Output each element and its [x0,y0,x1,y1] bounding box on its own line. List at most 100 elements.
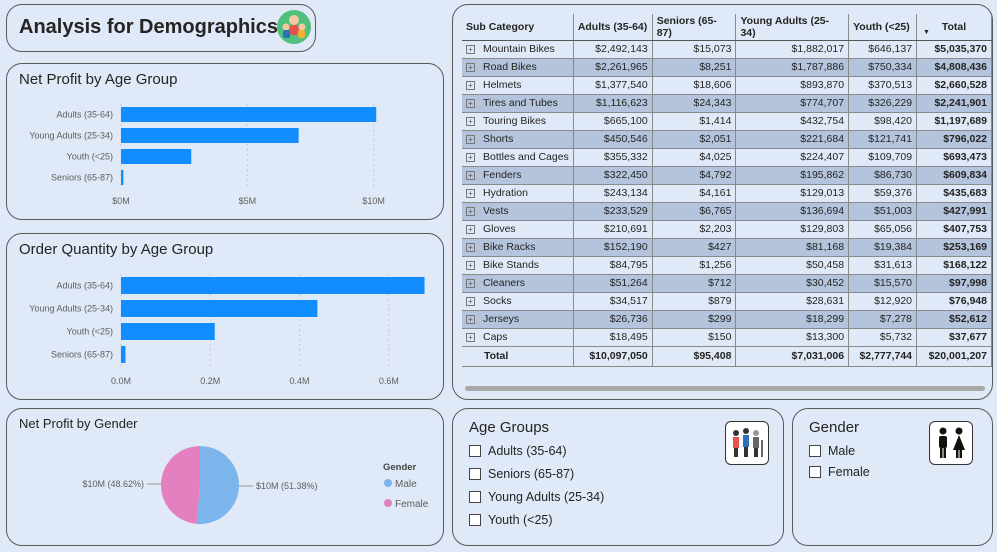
team-logo-icon [277,10,311,44]
expand-icon[interactable]: + [466,206,475,216]
bar[interactable] [121,128,299,143]
age-option-youth[interactable]: Youth (<25) [469,513,553,527]
sort-desc-icon[interactable]: ▼ [923,29,930,36]
value-cell: $879 [652,292,737,311]
value-cell: $4,792 [652,166,737,185]
expand-icon[interactable]: + [466,44,475,54]
bar[interactable] [121,149,192,164]
expand-icon[interactable]: + [466,116,475,126]
table-row[interactable]: + Gloves $210,691 $2,203 $129,803 $65,056 $407… [462,220,992,239]
gender-option-female[interactable]: Female [809,465,870,479]
expand-icon[interactable]: + [466,170,475,180]
table-row[interactable]: + Mountain Bikes $2,492,143 $15,073 $1,882,0… [462,40,992,59]
expand-icon[interactable]: + [466,98,475,108]
category-label: Fenders [483,169,522,181]
age-option-seniors[interactable]: Seniors (65-87) [469,467,574,481]
table-row[interactable]: + Socks $34,517 $879 $28,631 $12,920 $76,948 [462,292,992,311]
profit-by-age-card[interactable]: Net Profit by Age Group $0M $5M $10M Adults… [6,63,444,220]
age-option-adults[interactable]: Adults (35-64) [469,444,567,458]
checkbox[interactable] [809,466,821,478]
table-total-row: Total $10,097,050 $95,408 $7,031,006 $2,777,… [462,345,992,367]
category-label: Adults (35-64) [56,281,113,291]
row-category-cell: + Fenders [462,166,574,185]
bar[interactable] [121,107,377,122]
value-cell: $893,870 [735,76,850,95]
expand-icon[interactable]: + [466,332,475,342]
checkbox[interactable] [469,468,481,480]
pie-slice-male[interactable] [196,446,239,524]
gender-pie-chart[interactable]: $10M (51.38%) $10M (48.62%) Gender Male Fema… [7,409,445,547]
value-cell: $59,376 [848,184,918,203]
value-cell: $98,420 [848,112,918,131]
profit-by-gender-card[interactable]: Net Profit by Gender $10M (51.38%) $10M (… [6,408,444,546]
age-option-young-adults[interactable]: Young Adults (25-34) [469,490,604,504]
male-female-icon [929,421,973,465]
header-total[interactable]: Total ▼ [916,14,992,41]
header-adults[interactable]: Adults (35-64) [573,14,653,41]
value-cell: $796,022 [916,130,992,149]
bar[interactable] [121,346,126,363]
checkbox[interactable] [809,445,821,457]
value-cell: $51,264 [573,274,653,293]
table-row[interactable]: + Vests $233,529 $6,765 $136,694 $51,003 $427,… [462,202,992,221]
table-row[interactable]: + Hydration $243,134 $4,161 $129,013 $59,376 $… [462,184,992,203]
bar[interactable] [121,277,425,294]
table-row[interactable]: + Helmets $1,377,540 $18,606 $893,870 $370,51… [462,76,992,95]
header-seniors[interactable]: Seniors (65-87) [652,14,737,41]
bar[interactable] [121,170,124,185]
value-cell: $2,241,901 [916,94,992,113]
checkbox[interactable] [469,445,481,457]
expand-icon[interactable]: + [466,152,475,162]
expand-icon[interactable]: + [466,242,475,252]
option-label: Adults (35-64) [488,444,567,458]
expand-icon[interactable]: + [466,80,475,90]
value-cell: $693,473 [916,148,992,167]
bar[interactable] [121,323,215,340]
table-row[interactable]: + Fenders $322,450 $4,792 $195,862 $86,730 $60… [462,166,992,185]
profit-chart-title: Net Profit by Age Group [19,71,178,88]
x-tick-label: $0M [112,196,130,206]
orders-bar-chart[interactable]: 0.0M 0.2M 0.4M 0.6M Adults (35-64) Young Adul… [7,234,445,401]
bar[interactable] [121,300,318,317]
table-row[interactable]: + Bike Racks $152,190 $427 $81,168 $19,384 $25… [462,238,992,257]
value-cell: $253,169 [916,238,992,257]
value-cell: $1,414 [652,112,737,131]
expand-icon[interactable]: + [466,260,475,270]
expand-icon[interactable]: + [466,314,475,324]
pie-slice-female[interactable] [160,446,200,524]
expand-icon[interactable]: + [466,188,475,198]
horizontal-scrollbar[interactable] [465,386,985,391]
value-cell: $50,458 [735,256,850,275]
value-cell: $1,882,017 [735,40,850,59]
profit-matrix[interactable]: Sub Category Adults (35-64) Seniors (65-… [462,14,992,367]
orders-by-age-card[interactable]: Order Quantity by Age Group 0.0M 0.2M 0.4M… [6,233,444,400]
table-row[interactable]: + Tires and Tubes $1,116,623 $24,343 $774,70… [462,94,992,113]
expand-icon[interactable]: + [466,296,475,306]
checkbox[interactable] [469,514,481,526]
value-cell: $86,730 [848,166,918,185]
value-cell: $15,570 [848,274,918,293]
table-row[interactable]: + Shorts $450,546 $2,051 $221,684 $121,741 $79… [462,130,992,149]
value-cell: $609,834 [916,166,992,185]
table-row[interactable]: + Jerseys $26,736 $299 $18,299 $7,278 $52,612 [462,310,992,329]
profit-bar-chart[interactable]: $0M $5M $10M Adults (35-64) Young Adults (25… [7,64,445,221]
row-category-cell: + Hydration [462,184,574,203]
gender-slicer[interactable]: Gender Male Female [792,408,993,546]
gender-option-male[interactable]: Male [809,444,855,458]
checkbox[interactable] [469,491,481,503]
expand-icon[interactable]: + [466,224,475,234]
table-row[interactable]: + Cleaners $51,264 $712 $30,452 $15,570 $97,99… [462,274,992,293]
matrix-table-card[interactable]: Sub Category Adults (35-64) Seniors (65-… [452,4,993,400]
expand-icon[interactable]: + [466,62,475,72]
header-youth[interactable]: Youth (<25) [848,14,918,41]
header-young-adults[interactable]: Young Adults (25-34) [735,14,850,41]
expand-icon[interactable]: + [466,278,475,288]
table-row[interactable]: + Caps $18,495 $150 $13,300 $5,732 $37,677 [462,328,992,347]
table-row[interactable]: + Bottles and Cages $355,332 $4,025 $224,407… [462,148,992,167]
table-row[interactable]: + Touring Bikes $665,100 $1,414 $432,754 $98,… [462,112,992,131]
age-groups-slicer[interactable]: Age Groups Adults (35-64) Seniors (65-87… [452,408,784,546]
table-row[interactable]: + Bike Stands $84,795 $1,256 $50,458 $31,613 $… [462,256,992,275]
table-row[interactable]: + Road Bikes $2,261,965 $8,251 $1,787,886 $75… [462,58,992,77]
expand-icon[interactable]: + [466,134,475,144]
header-sub-category[interactable]: Sub Category [462,14,574,41]
